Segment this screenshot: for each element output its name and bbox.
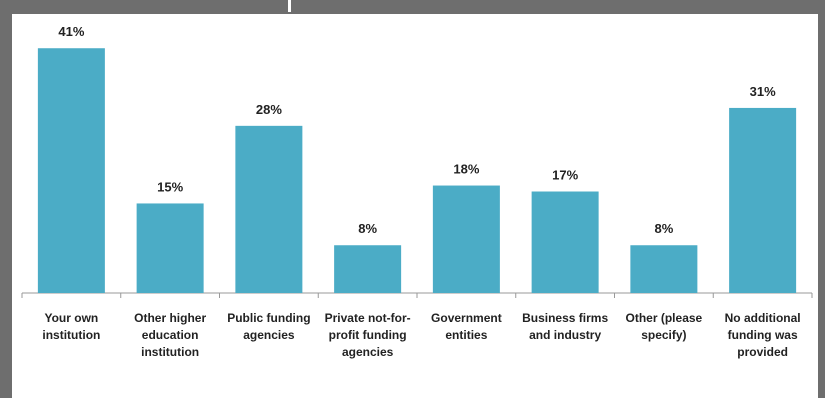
bar (531, 191, 599, 293)
chart-panel: 41% 15% 28% 8% 18% 17% 8% 31% Your own institut… (12, 14, 818, 398)
x-tick-label: No additional funding was provided (724, 311, 801, 359)
bar (432, 185, 500, 293)
bar (729, 107, 797, 294)
data-label: 8% (358, 221, 377, 236)
x-tick-label: Business firms and industry (522, 311, 609, 342)
data-label: 17% (552, 168, 578, 183)
bar (136, 203, 204, 293)
bar (37, 48, 105, 294)
decor (288, 0, 291, 12)
x-tick-label: Other (please specify) (625, 311, 703, 342)
bar (235, 125, 303, 293)
data-label: 28% (256, 102, 282, 117)
x-tick-label: Government entities (431, 311, 502, 342)
data-label: 41% (58, 24, 84, 39)
x-tick-label: Other higher education institution (134, 311, 207, 359)
bar (630, 245, 698, 293)
x-tick-label: Your own institution (42, 311, 101, 342)
data-label: 15% (157, 179, 183, 194)
x-tick-label: Private not-for-profit funding agencies (324, 311, 411, 359)
data-label: 8% (654, 221, 673, 236)
data-label: 31% (750, 84, 776, 99)
data-label: 18% (453, 162, 479, 177)
bar (334, 245, 402, 293)
x-tick-label: Public funding agencies (227, 311, 311, 342)
chart: 41% 15% 28% 8% 18% 17% 8% 31% (21, 24, 813, 298)
